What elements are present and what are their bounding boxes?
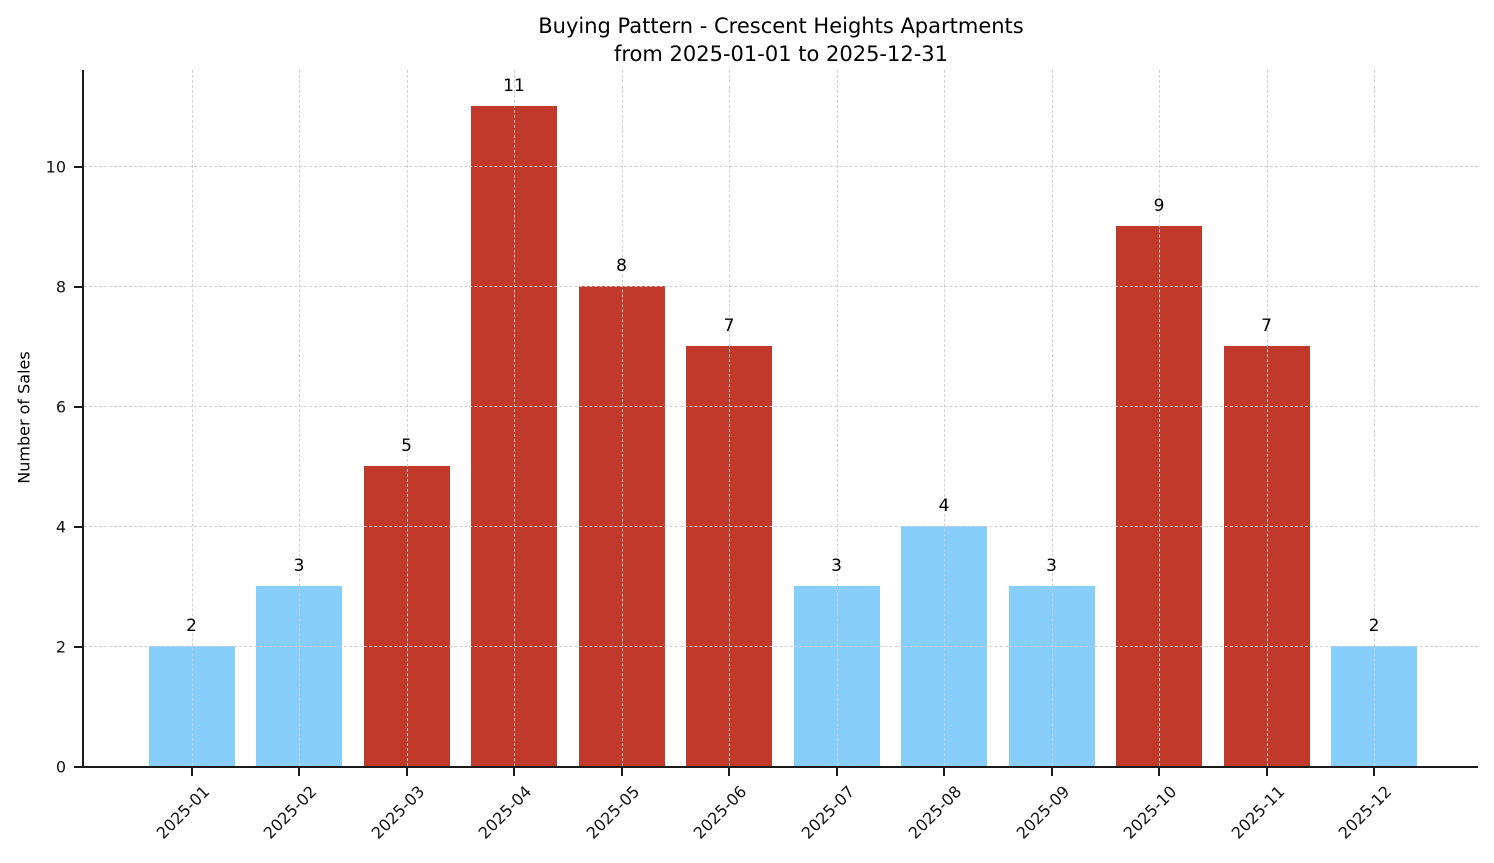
bottom-spine — [82, 766, 1478, 768]
y-tick-mark-8 — [74, 286, 82, 288]
x-tick-label-2025-08: 2025-08 — [904, 782, 966, 843]
x-tick-label-2025-11: 2025-11 — [1227, 782, 1288, 843]
gridline-v-2025-12 — [1374, 70, 1375, 766]
y-tick-mark-10 — [74, 166, 82, 168]
gridline-v-2025-08 — [944, 70, 945, 766]
x-tick-label-2025-07: 2025-07 — [797, 782, 858, 843]
chart-title-line2: from 2025-01-01 to 2025-12-31 — [613, 42, 949, 66]
x-tick-mark-2025-10 — [1158, 768, 1160, 776]
x-tick-label-2025-09: 2025-09 — [1012, 782, 1073, 843]
gridline-v-2025-09 — [1051, 70, 1053, 766]
gridline-v-2025-10 — [1159, 70, 1160, 766]
x-tick-mark-2025-11 — [1265, 768, 1268, 776]
gridline-h-4 — [84, 526, 1478, 527]
gridline-v-2025-02 — [299, 70, 300, 766]
gridline-v-2025-04 — [514, 70, 515, 766]
bar-value-label-2025-12: 2 — [1368, 616, 1380, 636]
x-tick-label-2025-02: 2025-02 — [259, 782, 321, 843]
y-tick-label-2: 2 — [55, 637, 66, 657]
bar-value-label-2025-10: 9 — [1153, 196, 1165, 216]
y-tick-mark-6 — [74, 406, 82, 408]
y-tick-label-6: 6 — [55, 397, 66, 417]
y-tick-mark-2 — [74, 646, 82, 648]
x-tick-mark-2025-09 — [1050, 768, 1053, 776]
x-tick-mark-2025-03 — [405, 768, 408, 776]
y-tick-label-10: 10 — [45, 157, 66, 177]
x-tick-mark-2025-02 — [298, 768, 300, 776]
bar-value-label-2025-03: 5 — [401, 436, 412, 456]
y-tick-mark-4 — [74, 526, 82, 528]
chart-title-line1: Buying Pattern - Crescent Heights Apartm… — [538, 14, 1024, 38]
bar-value-label-2025-11: 7 — [1261, 316, 1272, 336]
y-tick-label-8: 8 — [55, 277, 66, 297]
y-tick-label-0: 0 — [55, 757, 66, 777]
gridline-v-2025-01 — [191, 70, 193, 766]
gridline-h-8 — [84, 286, 1478, 287]
gridline-v-2025-07 — [836, 70, 838, 766]
bar-value-label-2025-01: 2 — [186, 616, 197, 636]
x-tick-label-2025-06: 2025-06 — [689, 782, 751, 843]
x-tick-mark-2025-12 — [1373, 768, 1375, 776]
x-tick-label-2025-05: 2025-05 — [582, 782, 643, 843]
bar-value-label-2025-02: 3 — [293, 556, 305, 576]
x-tick-label-2025-04: 2025-04 — [474, 782, 536, 843]
gridline-v-2025-11 — [1266, 70, 1268, 766]
gridline-h-10 — [84, 166, 1478, 167]
x-tick-mark-2025-08 — [943, 768, 945, 776]
x-tick-mark-2025-07 — [835, 768, 838, 776]
gridline-v-2025-05 — [621, 70, 623, 766]
x-tick-label-2025-03: 2025-03 — [367, 782, 428, 843]
gridline-h-2 — [84, 646, 1478, 647]
gridline-v-2025-06 — [729, 70, 730, 766]
gridline-v-2025-03 — [406, 70, 408, 766]
chart-title: Buying Pattern - Crescent Heights Apartm… — [84, 12, 1478, 68]
x-tick-label-2025-01: 2025-01 — [152, 782, 213, 843]
bar-value-label-2025-08: 4 — [938, 496, 950, 516]
x-tick-mark-2025-06 — [728, 768, 730, 776]
x-tick-mark-2025-05 — [620, 768, 623, 776]
x-tick-mark-2025-01 — [190, 768, 193, 776]
x-tick-label-2025-10: 2025-10 — [1119, 782, 1181, 843]
x-tick-mark-2025-04 — [513, 768, 515, 776]
gridline-h-6 — [84, 406, 1478, 407]
bar-value-label-2025-09: 3 — [1046, 556, 1057, 576]
bar-value-label-2025-04: 11 — [503, 76, 525, 96]
bar-value-label-2025-06: 7 — [723, 316, 735, 336]
bar-value-label-2025-05: 8 — [616, 256, 627, 276]
left-spine — [82, 70, 84, 768]
bar-value-label-2025-07: 3 — [831, 556, 842, 576]
x-tick-label-2025-12: 2025-12 — [1334, 782, 1396, 843]
y-tick-mark-0 — [74, 766, 82, 768]
y-tick-label-4: 4 — [55, 517, 66, 537]
